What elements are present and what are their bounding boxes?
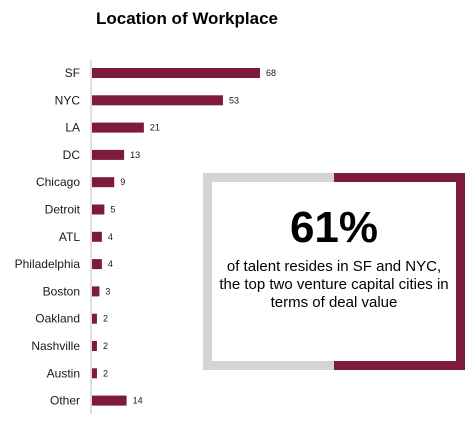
value-label-sf: 68 (266, 68, 276, 78)
category-label-dc: DC (63, 148, 81, 162)
bar-atl (92, 231, 102, 242)
bar-sf (92, 68, 260, 78)
bar-la (92, 122, 144, 133)
value-label-oakland: 2 (103, 314, 108, 324)
value-label-austin: 2 (103, 368, 108, 378)
category-label-la: LA (65, 121, 80, 135)
category-label-philadelphia: Philadelphia (15, 257, 81, 271)
callout-box: 61% of talent resides in SF and NYC, the… (203, 173, 465, 370)
bar-philadelphia (92, 259, 102, 270)
bar-dc (92, 149, 125, 160)
value-label-boston: 3 (105, 286, 110, 296)
chart-title: Location of Workplace (96, 9, 278, 28)
callout-frame-accent (334, 173, 465, 370)
bar-boston (92, 286, 100, 297)
value-label-dc: 13 (130, 150, 140, 160)
bar-austin (92, 368, 97, 379)
callout-percent: 61% (289, 203, 379, 252)
value-label-nashville: 2 (103, 341, 108, 351)
category-label-oakland: Oakland (35, 312, 80, 326)
callout-frame-gray (203, 173, 334, 370)
value-label-other: 14 (133, 396, 143, 406)
category-label-nyc: NYC (55, 93, 81, 107)
value-label-atl: 4 (108, 232, 113, 242)
category-label-detroit: Detroit (45, 203, 81, 217)
category-label-sf: SF (65, 66, 80, 80)
bar-detroit (92, 204, 105, 215)
value-label-la: 21 (150, 123, 160, 133)
bar-nyc (92, 95, 223, 106)
category-label-chicago: Chicago (36, 175, 80, 189)
callout-text: of talent resides in SF and NYC, the top… (219, 258, 449, 311)
category-label-other: Other (50, 394, 80, 408)
bar-chicago (92, 177, 115, 188)
value-label-nyc: 53 (229, 95, 239, 105)
bar-nashville (92, 341, 97, 351)
value-label-detroit: 5 (110, 205, 115, 215)
category-label-austin: Austin (47, 366, 80, 380)
category-label-boston: Boston (43, 284, 80, 298)
value-label-chicago: 9 (120, 177, 125, 187)
bar-other (92, 395, 127, 406)
callout-content: 61% of talent resides in SF and NYC, the… (212, 182, 456, 361)
value-label-philadelphia: 4 (108, 259, 113, 269)
category-label-nashville: Nashville (31, 339, 80, 353)
bar-oakland (92, 313, 97, 324)
category-label-atl: ATL (59, 230, 80, 244)
